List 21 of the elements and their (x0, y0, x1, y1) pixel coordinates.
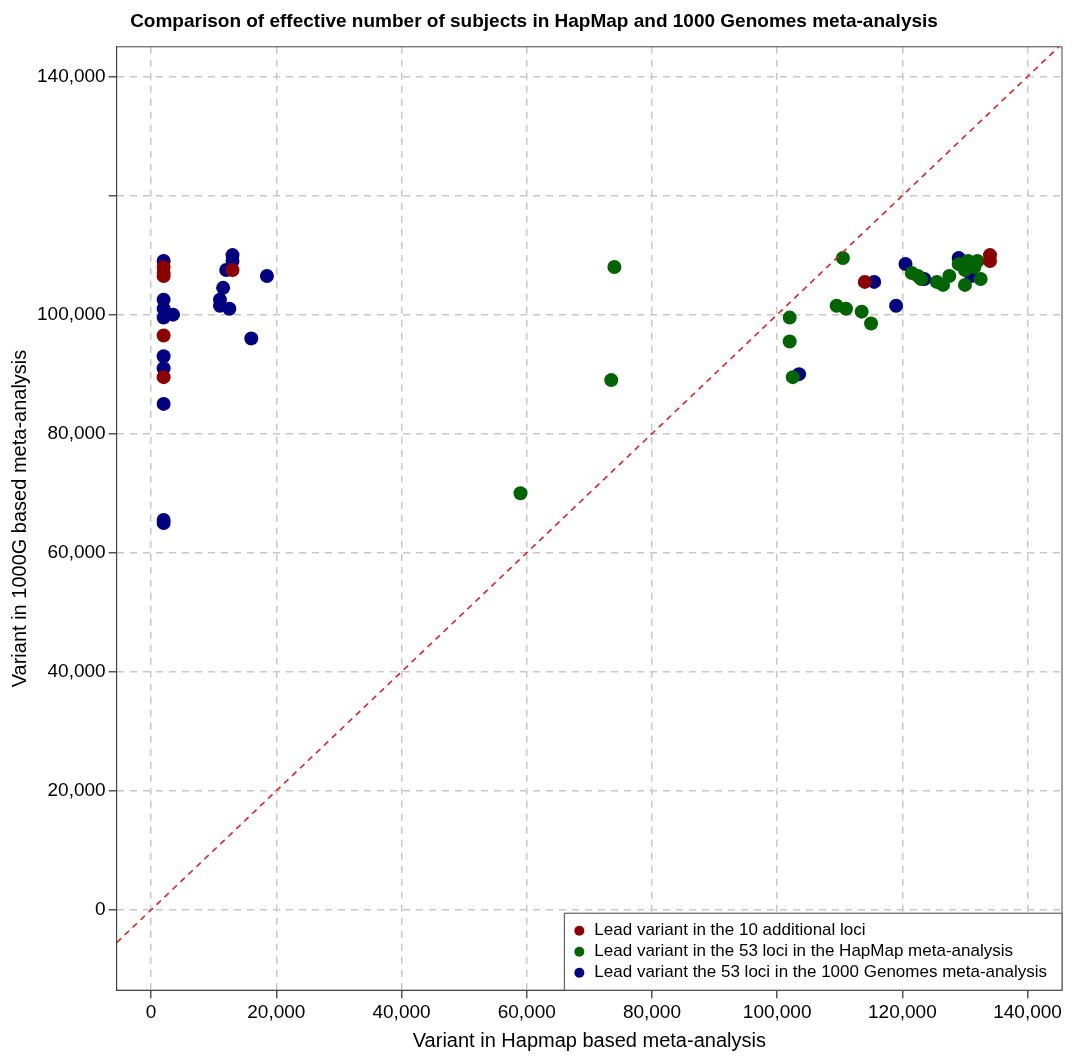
x-tick-label: 120,000 (868, 1000, 937, 1022)
x-tick-label: 60,000 (497, 1000, 556, 1022)
y-tick-label: 20,000 (47, 779, 106, 801)
y-axis-title: Variant in 1000G based meta-analysis (7, 349, 30, 688)
legend-label: Lead variant the 53 loci in the 1000 Genomes meta-analysis (594, 962, 1048, 982)
y-tick-label: 60,000 (47, 540, 106, 562)
legend-label: Lead variant in the 10 additional loci (594, 920, 866, 940)
y-tick-label: 140,000 (36, 64, 106, 86)
legend-label: Lead variant in the 53 loci in the HapMap meta-analysis (594, 941, 1013, 961)
x-tick-label: 100,000 (742, 1000, 812, 1022)
x-tick-label: 20,000 (247, 1000, 306, 1022)
chart-title: Comparison of effective number of subjects in HapMap and 1000 Genomes meta-analysis (130, 9, 938, 31)
x-axis-title: Variant in Hapmap based meta-analysis (412, 1028, 766, 1051)
y-tick-label: 40,000 (47, 660, 106, 681)
y-tick-label: 100,000 (36, 302, 106, 324)
x-tick-label: 40,000 (372, 1000, 431, 1022)
y-tick-label: 80,000 (47, 421, 106, 443)
y-tick-label: 0 (95, 898, 106, 920)
x-tick-label: 140,000 (993, 1000, 1062, 1022)
x-tick-label: 0 (145, 1000, 157, 1022)
x-tick-label: 80,000 (622, 1000, 682, 1022)
